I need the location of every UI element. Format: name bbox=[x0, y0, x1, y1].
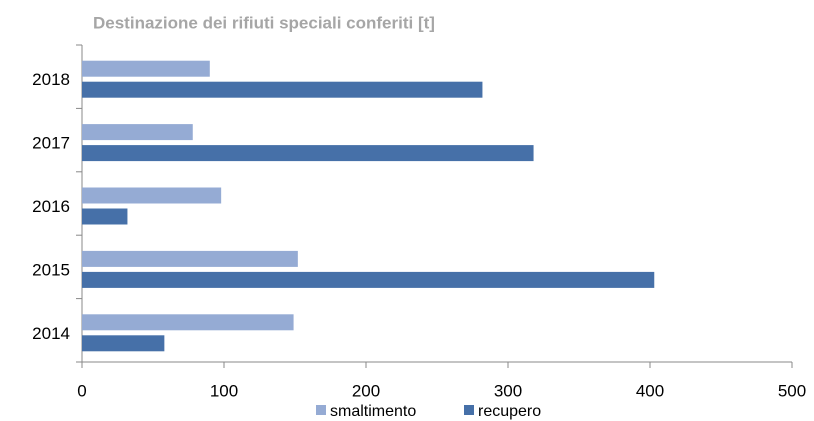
legend-swatch bbox=[316, 405, 326, 415]
bar bbox=[82, 145, 534, 162]
bar bbox=[82, 60, 210, 77]
x-tick-label: 0 bbox=[77, 381, 86, 400]
x-tick-label: 200 bbox=[352, 381, 380, 400]
bar bbox=[82, 271, 655, 288]
bar bbox=[82, 81, 483, 98]
x-tick-label: 300 bbox=[494, 381, 522, 400]
bar bbox=[82, 187, 222, 204]
bar bbox=[82, 335, 165, 352]
x-tick-label: 100 bbox=[210, 381, 238, 400]
bar bbox=[82, 208, 128, 225]
legend-label: recupero bbox=[478, 403, 541, 420]
y-tick-label: 2014 bbox=[32, 324, 70, 343]
bar bbox=[82, 314, 294, 331]
chart-title: Destinazione dei rifiuti speciali confer… bbox=[93, 13, 435, 32]
bar bbox=[82, 250, 298, 267]
y-tick-label: 2016 bbox=[32, 197, 70, 216]
legend-swatch bbox=[464, 405, 474, 415]
x-tick-label: 500 bbox=[778, 381, 806, 400]
y-tick-label: 2018 bbox=[32, 70, 70, 89]
legend-label: smaltimento bbox=[330, 403, 416, 420]
bar bbox=[82, 124, 193, 141]
y-tick-label: 2017 bbox=[32, 134, 70, 153]
y-tick-label: 2015 bbox=[32, 260, 70, 279]
x-tick-label: 400 bbox=[636, 381, 664, 400]
